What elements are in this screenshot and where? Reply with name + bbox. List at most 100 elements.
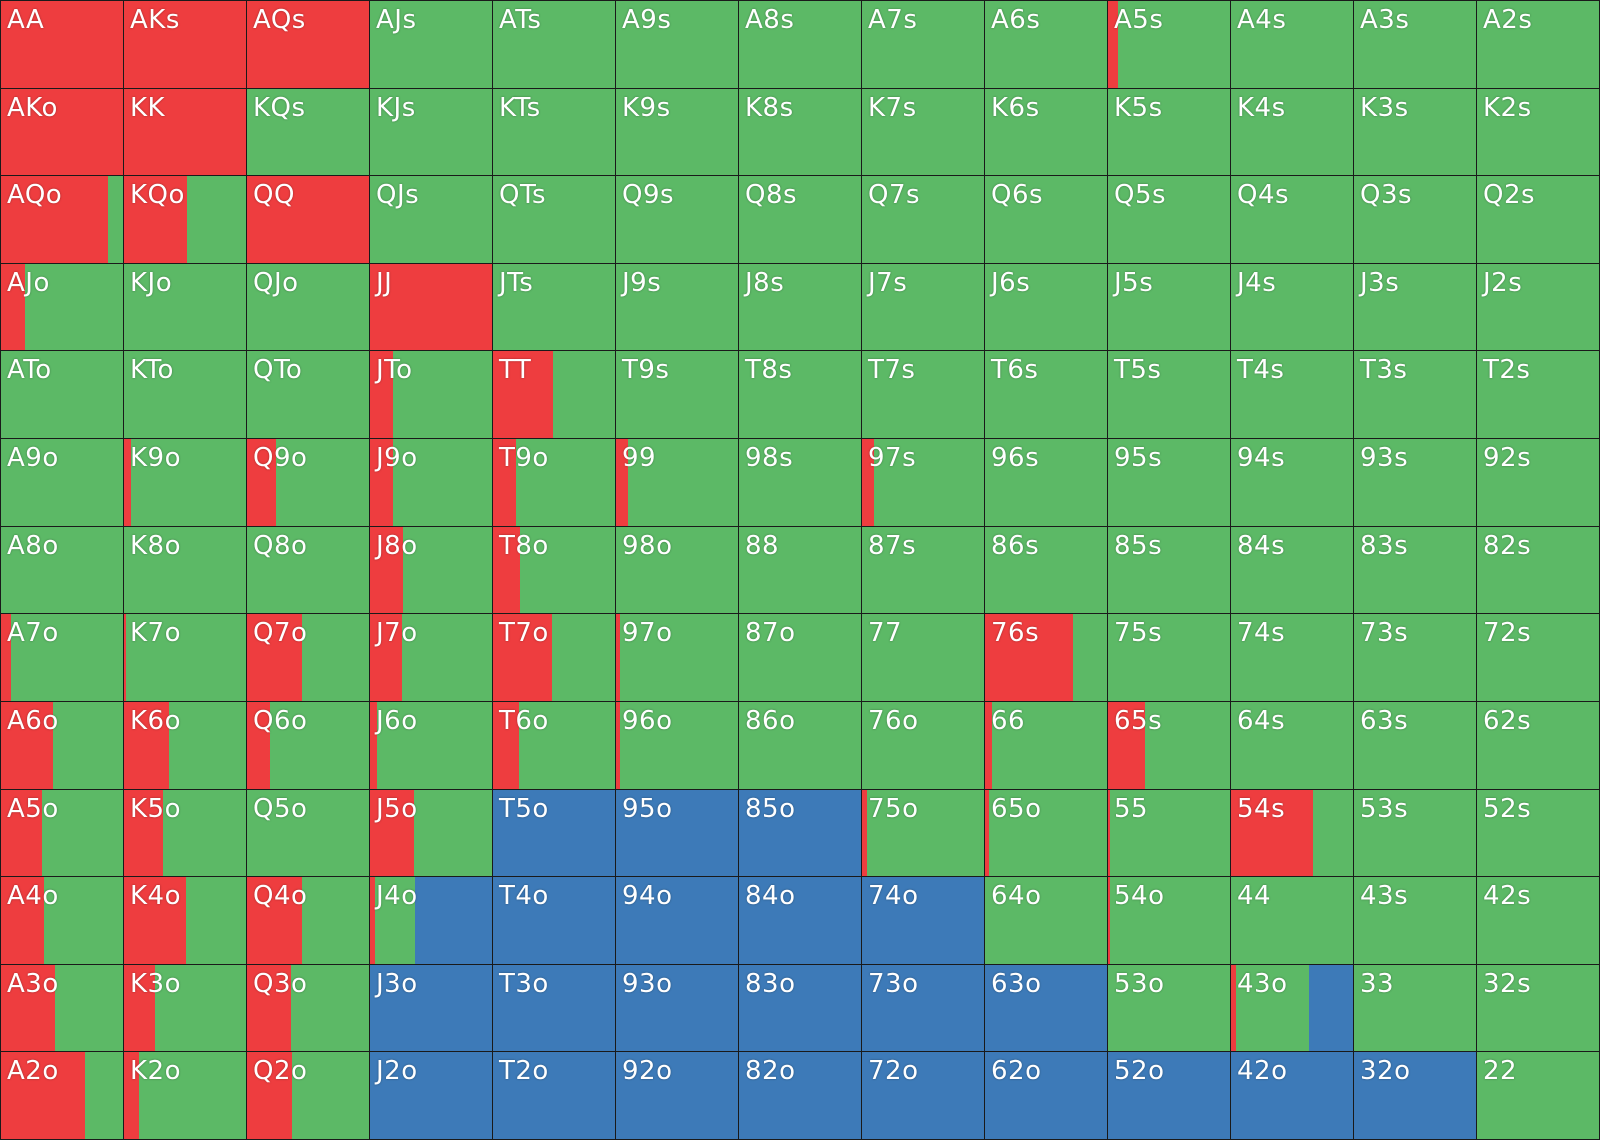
hand-cell-q2s[interactable]: Q2s [1477, 176, 1599, 263]
hand-cell-76o[interactable]: 76o [862, 701, 984, 789]
hand-cell-54s[interactable]: 54s [1231, 789, 1353, 877]
hand-cell-t2s[interactable]: T2s [1477, 351, 1599, 439]
hand-cell-q4o[interactable]: Q4o [247, 877, 369, 964]
hand-cell-k4o[interactable]: K4o [124, 877, 246, 964]
hand-cell-72s[interactable]: 72s [1477, 614, 1599, 701]
hand-cell-42s[interactable]: 42s [1477, 877, 1599, 964]
hand-cell-a3o[interactable]: A3o [1, 964, 123, 1052]
hand-cell-k5s[interactable]: K5s [1108, 88, 1230, 176]
hand-cell-a6s[interactable]: A6s [985, 1, 1107, 88]
hand-cell-53s[interactable]: 53s [1354, 789, 1476, 877]
hand-cell-k9o[interactable]: K9o [124, 439, 246, 526]
hand-cell-q4s[interactable]: Q4s [1231, 176, 1353, 263]
hand-cell-q6s[interactable]: Q6s [985, 176, 1107, 263]
hand-cell-aqs[interactable]: AQs [247, 1, 369, 88]
hand-cell-86s[interactable]: 86s [985, 526, 1107, 614]
hand-cell-aqo[interactable]: AQo [1, 176, 123, 263]
hand-cell-q2o[interactable]: Q2o [247, 1052, 369, 1139]
hand-cell-ajs[interactable]: AJs [370, 1, 492, 88]
hand-cell-53o[interactable]: 53o [1108, 964, 1230, 1052]
hand-cell-84s[interactable]: 84s [1231, 526, 1353, 614]
hand-cell-j8s[interactable]: J8s [739, 263, 861, 351]
hand-cell-a5o[interactable]: A5o [1, 789, 123, 877]
hand-cell-q8s[interactable]: Q8s [739, 176, 861, 263]
hand-cell-t7s[interactable]: T7s [862, 351, 984, 439]
hand-cell-j3s[interactable]: J3s [1354, 263, 1476, 351]
hand-cell-t2o[interactable]: T2o [493, 1052, 615, 1139]
hand-cell-j7o[interactable]: J7o [370, 614, 492, 701]
hand-cell-t8o[interactable]: T8o [493, 526, 615, 614]
hand-cell-ako[interactable]: AKo [1, 88, 123, 176]
hand-cell-j3o[interactable]: J3o [370, 964, 492, 1052]
hand-cell-k2o[interactable]: K2o [124, 1052, 246, 1139]
hand-cell-j5s[interactable]: J5s [1108, 263, 1230, 351]
hand-cell-52s[interactable]: 52s [1477, 789, 1599, 877]
hand-cell-k4s[interactable]: K4s [1231, 88, 1353, 176]
hand-cell-t9o[interactable]: T9o [493, 439, 615, 526]
hand-cell-j6s[interactable]: J6s [985, 263, 1107, 351]
hand-cell-65s[interactable]: 65s [1108, 701, 1230, 789]
hand-cell-q3o[interactable]: Q3o [247, 964, 369, 1052]
hand-cell-j9s[interactable]: J9s [616, 263, 738, 351]
hand-cell-42o[interactable]: 42o [1231, 1052, 1353, 1139]
hand-cell-aks[interactable]: AKs [124, 1, 246, 88]
hand-cell-q5o[interactable]: Q5o [247, 789, 369, 877]
hand-cell-t4s[interactable]: T4s [1231, 351, 1353, 439]
hand-cell-j8o[interactable]: J8o [370, 526, 492, 614]
hand-cell-94s[interactable]: 94s [1231, 439, 1353, 526]
hand-cell-t6o[interactable]: T6o [493, 701, 615, 789]
hand-cell-44[interactable]: 44 [1231, 877, 1353, 964]
hand-cell-a9o[interactable]: A9o [1, 439, 123, 526]
hand-cell-76s[interactable]: 76s [985, 614, 1107, 701]
hand-cell-k3o[interactable]: K3o [124, 964, 246, 1052]
hand-cell-62o[interactable]: 62o [985, 1052, 1107, 1139]
hand-cell-k7s[interactable]: K7s [862, 88, 984, 176]
hand-cell-j9o[interactable]: J9o [370, 439, 492, 526]
hand-cell-t7o[interactable]: T7o [493, 614, 615, 701]
hand-cell-k5o[interactable]: K5o [124, 789, 246, 877]
hand-cell-kto[interactable]: KTo [124, 351, 246, 439]
hand-cell-a7s[interactable]: A7s [862, 1, 984, 88]
hand-cell-84o[interactable]: 84o [739, 877, 861, 964]
hand-cell-96o[interactable]: 96o [616, 701, 738, 789]
hand-cell-87s[interactable]: 87s [862, 526, 984, 614]
hand-cell-t5o[interactable]: T5o [493, 789, 615, 877]
hand-cell-q9s[interactable]: Q9s [616, 176, 738, 263]
hand-cell-22[interactable]: 22 [1477, 1052, 1599, 1139]
hand-cell-85o[interactable]: 85o [739, 789, 861, 877]
hand-cell-83o[interactable]: 83o [739, 964, 861, 1052]
hand-cell-kqo[interactable]: KQo [124, 176, 246, 263]
hand-cell-43o[interactable]: 43o [1231, 964, 1353, 1052]
hand-cell-62s[interactable]: 62s [1477, 701, 1599, 789]
hand-cell-95o[interactable]: 95o [616, 789, 738, 877]
hand-cell-t8s[interactable]: T8s [739, 351, 861, 439]
hand-cell-j2o[interactable]: J2o [370, 1052, 492, 1139]
hand-cell-q9o[interactable]: Q9o [247, 439, 369, 526]
hand-cell-64o[interactable]: 64o [985, 877, 1107, 964]
hand-cell-65o[interactable]: 65o [985, 789, 1107, 877]
hand-cell-kjs[interactable]: KJs [370, 88, 492, 176]
hand-cell-q7s[interactable]: Q7s [862, 176, 984, 263]
hand-cell-93o[interactable]: 93o [616, 964, 738, 1052]
hand-cell-k9s[interactable]: K9s [616, 88, 738, 176]
hand-cell-j2s[interactable]: J2s [1477, 263, 1599, 351]
hand-cell-75s[interactable]: 75s [1108, 614, 1230, 701]
hand-cell-77[interactable]: 77 [862, 614, 984, 701]
hand-cell-kts[interactable]: KTs [493, 88, 615, 176]
hand-cell-98o[interactable]: 98o [616, 526, 738, 614]
hand-cell-a2o[interactable]: A2o [1, 1052, 123, 1139]
hand-cell-a4s[interactable]: A4s [1231, 1, 1353, 88]
hand-cell-k8o[interactable]: K8o [124, 526, 246, 614]
hand-cell-92s[interactable]: 92s [1477, 439, 1599, 526]
hand-cell-j4o[interactable]: J4o [370, 877, 492, 964]
hand-cell-t9s[interactable]: T9s [616, 351, 738, 439]
hand-cell-83s[interactable]: 83s [1354, 526, 1476, 614]
hand-cell-97s[interactable]: 97s [862, 439, 984, 526]
hand-cell-q7o[interactable]: Q7o [247, 614, 369, 701]
hand-cell-j4s[interactable]: J4s [1231, 263, 1353, 351]
hand-cell-qto[interactable]: QTo [247, 351, 369, 439]
hand-cell-82s[interactable]: 82s [1477, 526, 1599, 614]
hand-cell-63o[interactable]: 63o [985, 964, 1107, 1052]
hand-cell-86o[interactable]: 86o [739, 701, 861, 789]
hand-cell-q3s[interactable]: Q3s [1354, 176, 1476, 263]
